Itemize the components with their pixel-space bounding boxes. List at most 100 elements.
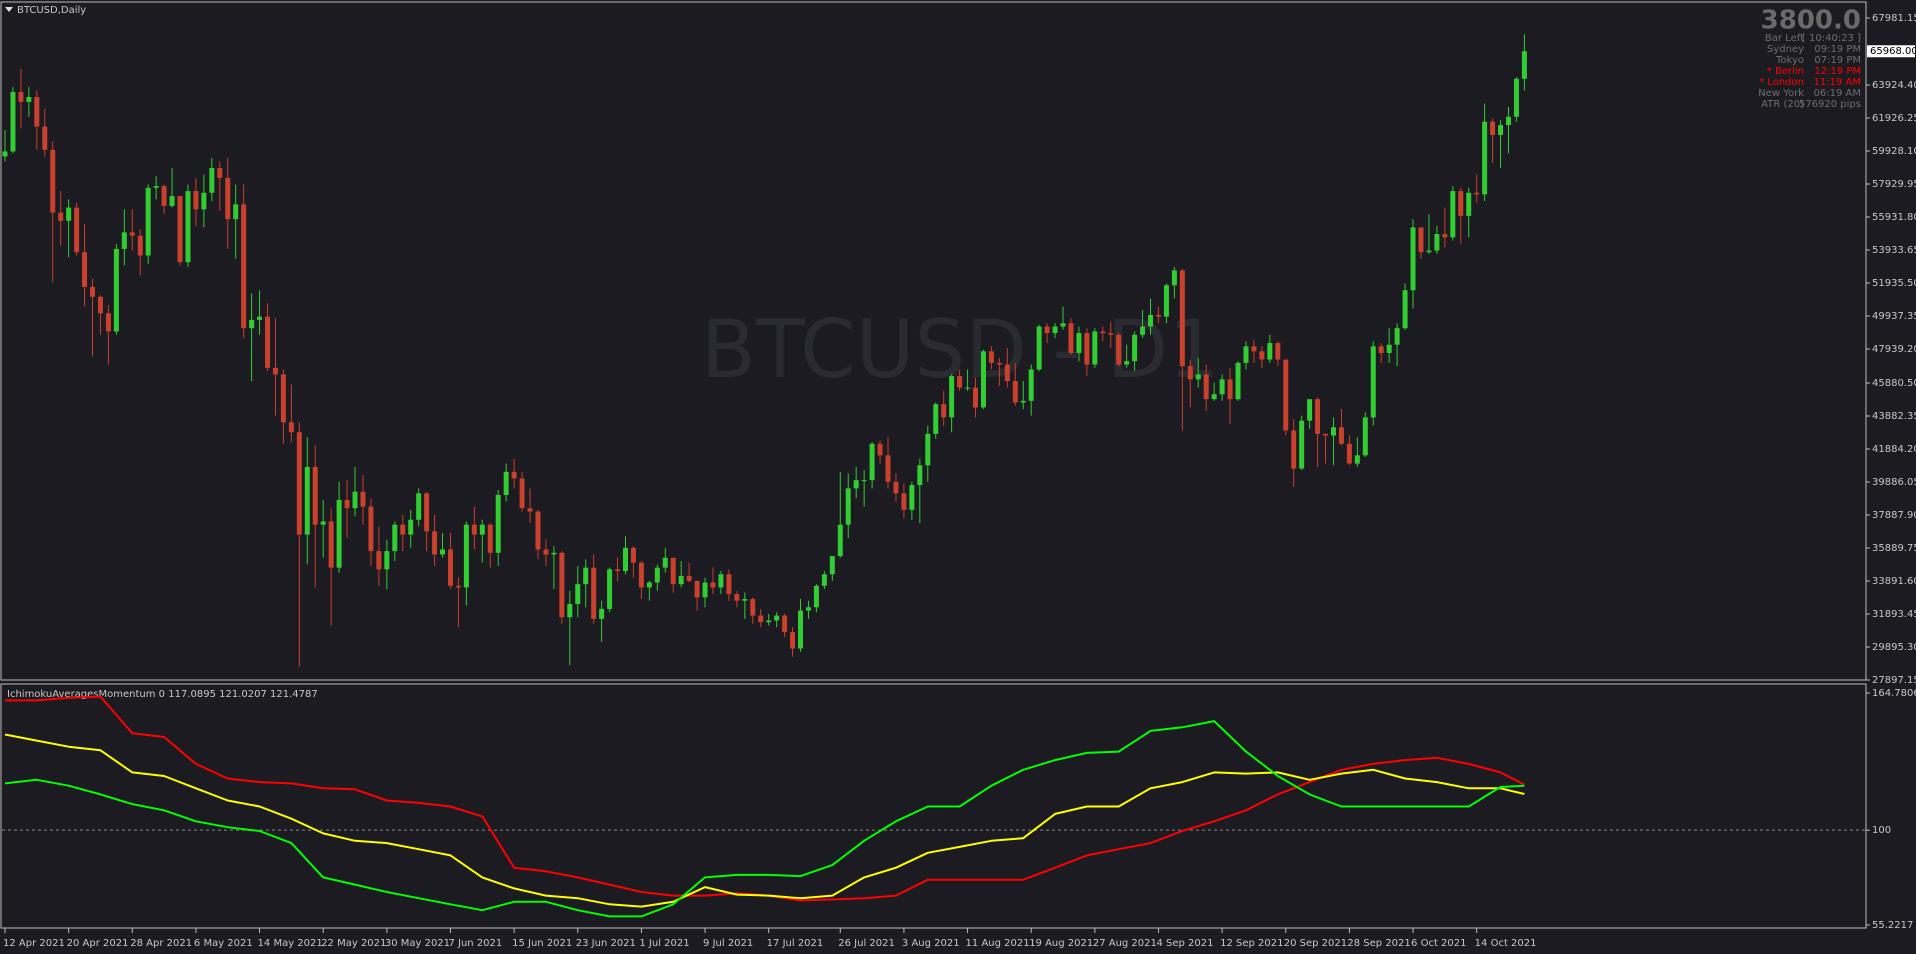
candle-body <box>821 574 827 586</box>
candle-body <box>105 313 111 332</box>
candle-body <box>1235 362 1241 400</box>
candle-body <box>1275 343 1281 360</box>
candle-body <box>869 443 875 481</box>
candle-body <box>535 511 541 550</box>
candle-body <box>1227 379 1233 400</box>
candle-body <box>1378 346 1384 353</box>
candle-body <box>1402 290 1408 329</box>
candle-body <box>575 584 581 604</box>
info-label: ATR (20) <box>1761 99 1804 110</box>
x-tick-label: 3 Aug 2021 <box>902 938 960 949</box>
candle-body <box>638 562 644 588</box>
y-tick-label: 33891.60 <box>1872 576 1916 587</box>
candle-body <box>1171 270 1177 286</box>
candle-body <box>1124 361 1130 365</box>
candle-body <box>1267 343 1273 360</box>
candle-body <box>726 574 732 595</box>
candle-body <box>511 471 517 479</box>
candle-body <box>1410 227 1416 291</box>
candle-body <box>432 531 438 555</box>
candle-body <box>917 465 923 486</box>
x-tick-label: 20 Apr 2021 <box>67 938 129 949</box>
candle-body <box>233 204 239 220</box>
candle-body <box>1155 314 1161 317</box>
candle-body <box>1203 374 1209 400</box>
candle-body <box>798 610 803 649</box>
info-value: 06:19 AM <box>1814 88 1861 99</box>
candle-body <box>1084 333 1090 365</box>
candle-body <box>1323 433 1329 436</box>
candle-body <box>837 524 843 557</box>
y-tick-label: 31893.45 <box>1872 609 1916 620</box>
candle-body <box>161 186 167 206</box>
candle-body <box>463 524 469 588</box>
candle-body <box>455 585 461 588</box>
candle-body <box>145 187 151 256</box>
candle-body <box>861 480 867 482</box>
candle-body <box>495 494 501 553</box>
candle-body <box>1426 250 1432 253</box>
candle-body <box>1338 427 1344 444</box>
candle-body <box>1028 369 1034 401</box>
x-tick-label: 26 Jul 2021 <box>838 938 895 949</box>
candle-body <box>137 235 143 256</box>
x-tick-label: 19 Aug 2021 <box>1029 938 1093 949</box>
candle-body <box>121 232 127 249</box>
x-tick-label: 28 Sep 2021 <box>1347 938 1410 949</box>
candle-body <box>1076 333 1082 353</box>
y-tick-label: 55.2217 <box>1872 920 1913 931</box>
candle-body <box>1307 399 1313 421</box>
candle-body <box>670 557 676 585</box>
candle-body <box>1370 346 1376 418</box>
candle-body <box>1251 346 1257 352</box>
x-tick-label: 12 Apr 2021 <box>3 938 65 949</box>
candle-body <box>320 521 326 525</box>
candle-body <box>257 316 263 320</box>
candle-body <box>447 549 453 586</box>
x-tick-label: 6 Oct 2021 <box>1411 938 1466 949</box>
x-tick-label: 20 Sep 2021 <box>1284 938 1347 949</box>
y-tick-label: 63924.40 <box>1872 80 1916 91</box>
candle-body <box>1498 125 1504 135</box>
x-tick-label: 15 Jun 2021 <box>512 938 572 949</box>
y-tick-label: 43882.35 <box>1872 411 1916 422</box>
candle-body <box>34 96 40 127</box>
candle-body <box>272 367 278 375</box>
candle-body <box>66 207 72 221</box>
candle-body <box>941 404 947 418</box>
candle-body <box>400 524 406 535</box>
info-value: 576920 pips <box>1799 99 1861 110</box>
candle-body <box>1521 51 1527 79</box>
x-tick-label: 6 May 2021 <box>194 938 253 949</box>
info-value: [ 10:40:23 ] <box>1802 33 1861 44</box>
candle-body <box>1132 334 1138 362</box>
candle-body <box>153 186 159 188</box>
candle-body <box>1330 427 1336 436</box>
candle-body <box>129 232 135 236</box>
dropdown-icon[interactable] <box>5 7 13 12</box>
candle-body <box>74 207 80 253</box>
candle-body <box>758 615 764 623</box>
candle-body <box>26 96 32 102</box>
candle-body <box>416 493 422 520</box>
candle-body <box>1219 379 1225 395</box>
candle-body <box>336 499 342 568</box>
candle-body <box>678 575 684 585</box>
y-tick-label: 27897.15 <box>1872 675 1916 686</box>
candle-body <box>607 569 613 609</box>
candle-body <box>193 191 199 210</box>
y-tick-label: 39886.05 <box>1872 477 1916 488</box>
candle-body <box>782 615 788 633</box>
candle-body <box>527 508 533 512</box>
candle-body <box>503 471 509 495</box>
candle-body <box>376 551 382 570</box>
candle-body <box>296 432 302 535</box>
candle-body <box>1100 331 1106 334</box>
candle-body <box>50 149 56 213</box>
candle-body <box>1020 400 1026 403</box>
candle-body <box>1116 334 1122 365</box>
candle-body <box>440 549 446 555</box>
candle-body <box>1044 326 1050 334</box>
y-tick-label: 51935.50 <box>1872 278 1916 289</box>
candle-body <box>980 351 986 408</box>
